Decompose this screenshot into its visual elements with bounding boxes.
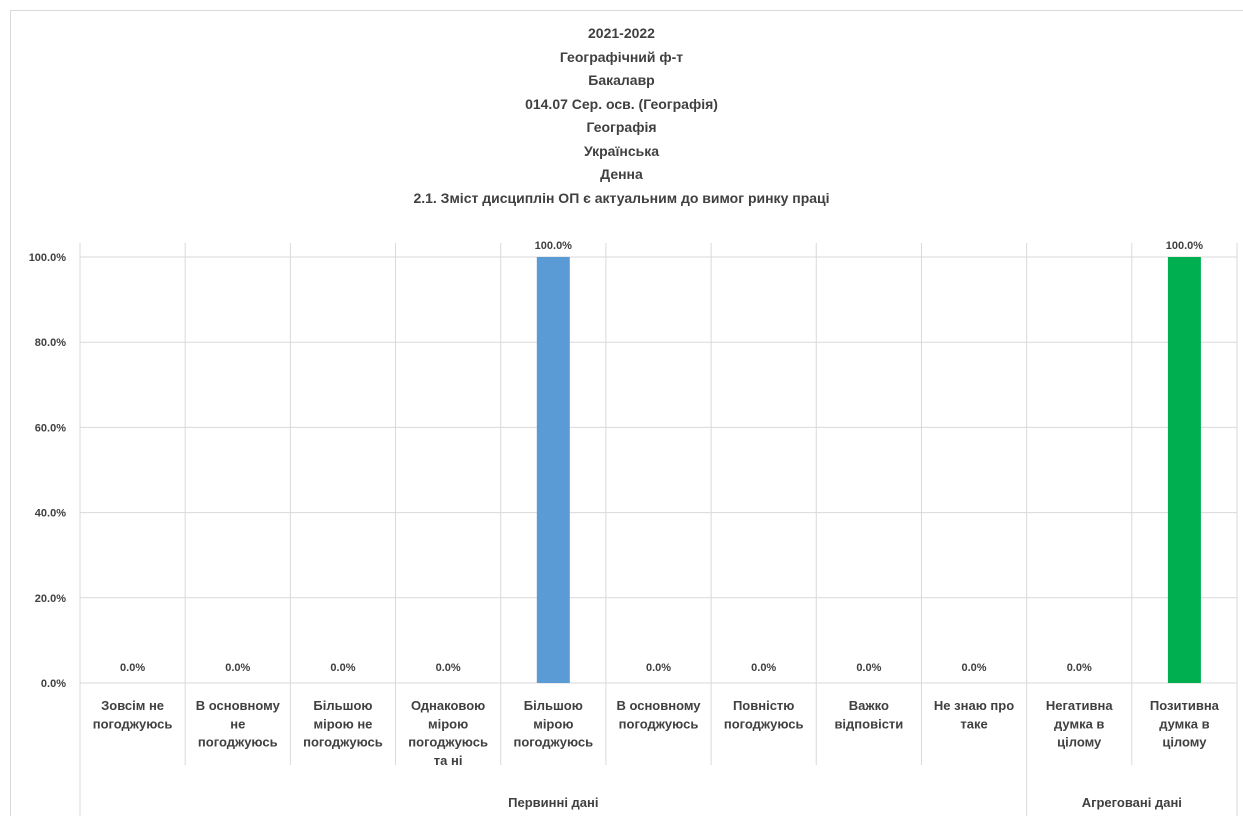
data-label: 0.0% — [1067, 662, 1092, 674]
title-line-language: Українська — [583, 142, 660, 159]
data-label: 100.0% — [535, 240, 573, 252]
x-tick-label: Важко відповісти — [834, 698, 903, 731]
title-line-program: 014.07 Сер. осв. (Географія) — [525, 95, 718, 112]
data-label: 0.0% — [856, 662, 881, 674]
x-tick-label: Зовсім не погоджуюсь — [93, 698, 173, 731]
title-line-form: Денна — [600, 166, 643, 182]
title-line-question: 2.1. Зміст дисциплін ОП є актуальним до … — [413, 189, 830, 206]
title-line-specialty: Географія — [586, 119, 657, 135]
x-tick-label: Негативна думка в цілому — [1046, 698, 1113, 750]
title-line-year: 2021-2022 — [588, 25, 655, 41]
x-tick-label: В основному погоджуюсь — [616, 698, 701, 731]
y-tick-label: 0.0% — [41, 678, 66, 690]
bar — [1167, 257, 1201, 683]
y-tick-label: 20.0% — [35, 593, 66, 605]
x-tick-label: Позитивна думка в цілому — [1150, 698, 1220, 750]
data-label: 0.0% — [120, 662, 145, 674]
data-label: 0.0% — [330, 662, 355, 674]
title-line-degree: Бакалавр — [588, 72, 655, 88]
data-label: 0.0% — [751, 662, 776, 674]
data-label: 100.0% — [1166, 240, 1204, 252]
data-label: 0.0% — [646, 662, 671, 674]
data-label: 0.0% — [436, 662, 461, 674]
chart-title: 2021-2022 Географічний ф-т Бакалавр 014.… — [0, 22, 1243, 210]
group-label: Первинні дані — [508, 795, 598, 810]
x-tick-label: Повністю погоджуюсь — [724, 698, 804, 731]
y-tick-label: 60.0% — [35, 422, 66, 434]
y-tick-label: 80.0% — [35, 337, 66, 349]
x-tick-label: Не знаю про таке — [934, 698, 1014, 731]
x-tick-label: Більшою мірою не погоджуюсь — [303, 698, 383, 750]
group-label: Агреговані дані — [1082, 795, 1182, 810]
y-tick-label: 40.0% — [35, 508, 66, 520]
chart-frame — [10, 10, 1243, 816]
title-line-faculty: Географічний ф-т — [559, 48, 684, 65]
bar — [536, 257, 570, 683]
x-tick-label: Більшою мірою погоджуюсь — [513, 698, 593, 750]
x-tick-label: В основному не погоджуюсь — [196, 698, 281, 750]
data-label: 0.0% — [962, 662, 987, 674]
y-tick-label: 100.0% — [29, 252, 67, 264]
data-label: 0.0% — [225, 662, 250, 674]
x-tick-label: Однаковою мірою погоджуюсь та ні — [408, 698, 488, 768]
